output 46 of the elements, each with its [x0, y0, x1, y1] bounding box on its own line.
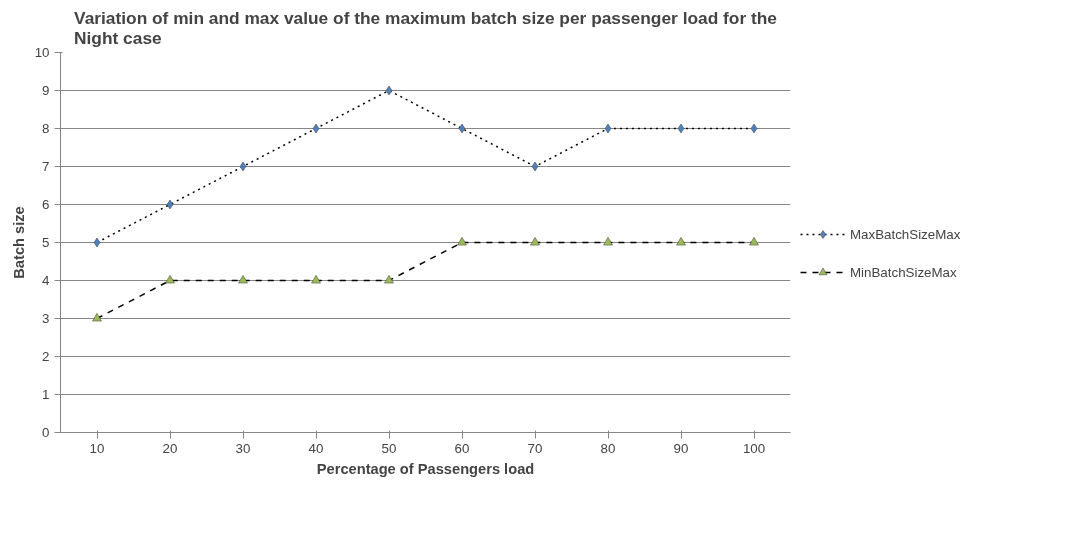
- x-tick-label: 100: [742, 440, 766, 456]
- point: [677, 123, 685, 134]
- legend-label: MaxBatchSizeMax: [850, 226, 962, 242]
- x-tick-label: 90: [673, 440, 689, 456]
- x-tick-label: 30: [235, 440, 251, 456]
- x-tick-label: 50: [381, 440, 397, 456]
- y-tick-label: 6: [42, 197, 50, 212]
- point: [239, 161, 247, 172]
- y-tick-label: 7: [42, 159, 50, 174]
- y-tick-label: 4: [42, 273, 51, 288]
- point: [603, 237, 613, 246]
- point: [311, 275, 321, 284]
- y-tick-label: 9: [42, 83, 50, 98]
- point: [92, 313, 102, 322]
- y-tick-label: 5: [42, 235, 50, 250]
- legend-label: MinBatchSizeMax: [850, 264, 958, 280]
- point: [312, 123, 320, 134]
- x-tick-label: 10: [89, 440, 105, 456]
- point: [238, 275, 248, 284]
- point: [749, 237, 759, 246]
- point: [750, 123, 758, 134]
- y-tick-label: 3: [42, 311, 50, 326]
- x-tick-label: 70: [527, 440, 543, 456]
- y-tick-label: 0: [42, 425, 50, 440]
- point: [604, 123, 612, 134]
- x-tick-label: 20: [162, 440, 178, 456]
- chart-title: Variation of min and max value of the maximum batch size per passenger load for the Night case: [74, 7, 778, 48]
- y-tick-label: 8: [42, 121, 50, 136]
- point: [93, 237, 101, 248]
- y-tick-label: 2: [42, 349, 50, 364]
- y-tick-label: 1: [42, 387, 50, 402]
- point: [457, 237, 467, 246]
- point: [531, 161, 539, 172]
- x-tick-label: 40: [308, 440, 324, 456]
- x-tick-label: 60: [454, 440, 470, 456]
- point: [385, 85, 393, 96]
- point: [676, 237, 686, 246]
- x-tick-label: 80: [600, 440, 616, 456]
- x-axis-title: Percentage of Passengers load: [316, 460, 535, 477]
- point: [166, 199, 174, 210]
- y-tick-label: 10: [34, 45, 50, 60]
- point: [458, 123, 466, 134]
- point: [530, 237, 540, 246]
- point: [165, 275, 175, 284]
- y-axis-title: Batch size: [10, 206, 27, 279]
- point: [384, 275, 394, 284]
